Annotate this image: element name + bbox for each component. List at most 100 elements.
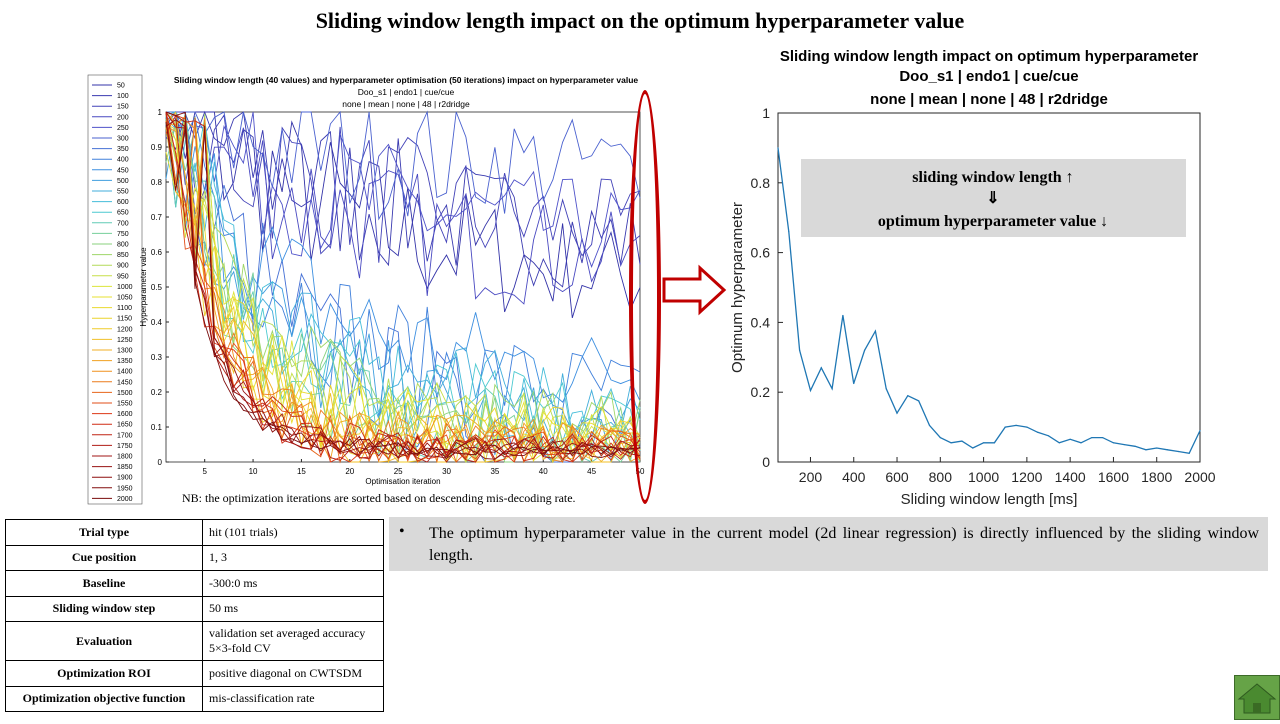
series-line (165, 111, 641, 463)
series-line (165, 110, 641, 221)
y-tick-label: 0.8 (751, 175, 771, 191)
series-line (165, 124, 641, 464)
y-tick-label: 0.2 (151, 388, 163, 397)
y-tick-label: 0.8 (151, 178, 163, 187)
legend-label: 1750 (117, 443, 133, 450)
table-key: Baseline (5, 570, 203, 597)
x-tick-label: 2000 (1184, 469, 1215, 485)
y-tick-label: 0.2 (751, 384, 771, 400)
chart-subtitle: Doo_s1 | endo1 | cue/cue (358, 87, 455, 97)
series-line (165, 121, 641, 456)
table-row: Trial type hit (101 trials) (5, 519, 384, 546)
series-line (165, 122, 641, 464)
data-point (1069, 438, 1071, 440)
data-point (972, 447, 974, 449)
table-key: Sliding window step (5, 595, 203, 622)
home-icon (1237, 683, 1277, 714)
data-point (950, 442, 952, 444)
data-point (1015, 424, 1017, 426)
table-value: validation set averaged accuracy 5×3-fol… (202, 621, 384, 661)
sorting-note: NB: the optimization iterations are sort… (182, 491, 576, 505)
legend-label: 900 (117, 263, 129, 270)
data-point (1177, 450, 1179, 453)
data-point (1145, 449, 1147, 451)
parameters-table: Trial type hit (101 trials) Cue position 1,… (5, 519, 384, 712)
legend-label: 2000 (117, 496, 133, 503)
conclusion-box: • The optimum hyperparameter value in th… (389, 517, 1268, 571)
data-point (1026, 426, 1028, 428)
data-point (982, 442, 985, 444)
chart-subtitle: none | mean | none | 48 | r2dridge (342, 99, 470, 109)
data-point (1037, 431, 1039, 433)
legend-label: 1800 (117, 454, 133, 461)
legend-label: 1400 (117, 369, 133, 376)
chart-subtitle: none | mean | none | 48 | r2dridge (870, 91, 1108, 108)
table-key: Evaluation (5, 621, 203, 661)
home-button[interactable] (1234, 675, 1280, 720)
x-tick-label: 1800 (1141, 469, 1172, 485)
series-line (165, 125, 641, 463)
legend-label: 150 (117, 104, 129, 111)
legend-label: 1250 (117, 337, 133, 344)
x-tick-label: 45 (587, 467, 596, 476)
legend-label: 1050 (117, 295, 133, 302)
legend-label: 850 (117, 252, 129, 259)
series-line (165, 115, 641, 464)
optimum-line-series (777, 147, 1201, 455)
data-point (1004, 426, 1006, 428)
data-point (907, 395, 909, 397)
data-point (1080, 442, 1082, 444)
table-row: Optimization ROI positive diagonal on CWT… (5, 660, 384, 687)
data-point (809, 389, 812, 392)
right-chart: Sliding window length impact on optimum … (729, 48, 1216, 508)
series-line (165, 118, 641, 445)
series-line (165, 111, 641, 463)
x-tick-label: 1200 (1011, 469, 1042, 485)
data-point (853, 382, 855, 385)
x-tick-label: 1400 (1055, 469, 1086, 485)
y-tick-label: 1 (158, 108, 163, 117)
series-line (165, 119, 641, 456)
x-tick-label: 35 (490, 467, 499, 476)
legend-label: 1000 (117, 284, 133, 291)
series-line (165, 111, 641, 460)
x-tick-label: 1000 (968, 469, 999, 485)
legend-label: 500 (117, 178, 129, 185)
y-tick-label: 1 (762, 105, 770, 121)
data-point (831, 388, 833, 390)
series-line (165, 120, 641, 460)
data-point (874, 330, 876, 332)
series-lines (165, 110, 641, 464)
data-point (1102, 436, 1104, 439)
annotation-line2: ⇓ (986, 190, 999, 207)
legend-label: 1350 (117, 358, 133, 365)
table-row: Cue position 1, 3 (5, 544, 384, 571)
data-point (1134, 445, 1136, 447)
legend-label: 1200 (117, 326, 133, 333)
data-point (961, 440, 963, 442)
x-tick-label: 5 (202, 467, 207, 476)
data-point (1112, 442, 1115, 444)
data-point (788, 231, 790, 233)
legend-label: 1700 (117, 432, 133, 439)
y-tick-label: 0 (158, 458, 163, 467)
legend-label: 1950 (117, 485, 133, 492)
x-tick-label: 1600 (1098, 469, 1129, 485)
y-axis-label: Hyperparameter value (139, 247, 148, 327)
legend-label: 950 (117, 273, 129, 280)
chart-subtitle: Doo_s1 | endo1 | cue/cue (899, 68, 1078, 85)
x-axis-label: Optimisation iteration (365, 477, 440, 486)
series-line (165, 116, 641, 403)
y-tick-label: 0.6 (151, 248, 163, 257)
annotation-box: sliding window length ↑ ⇓ optimum hyperpar… (801, 159, 1186, 237)
y-tick-label: 0.5 (151, 283, 163, 292)
data-point (1091, 436, 1093, 439)
table-value: -300:0 ms (202, 570, 384, 597)
data-point (842, 314, 844, 317)
data-point (1166, 449, 1169, 451)
x-tick-label: 40 (539, 467, 548, 476)
legend-label: 300 (117, 136, 129, 143)
data-point (993, 442, 996, 444)
series-line (165, 110, 641, 319)
x-tick-label: 600 (885, 469, 909, 485)
